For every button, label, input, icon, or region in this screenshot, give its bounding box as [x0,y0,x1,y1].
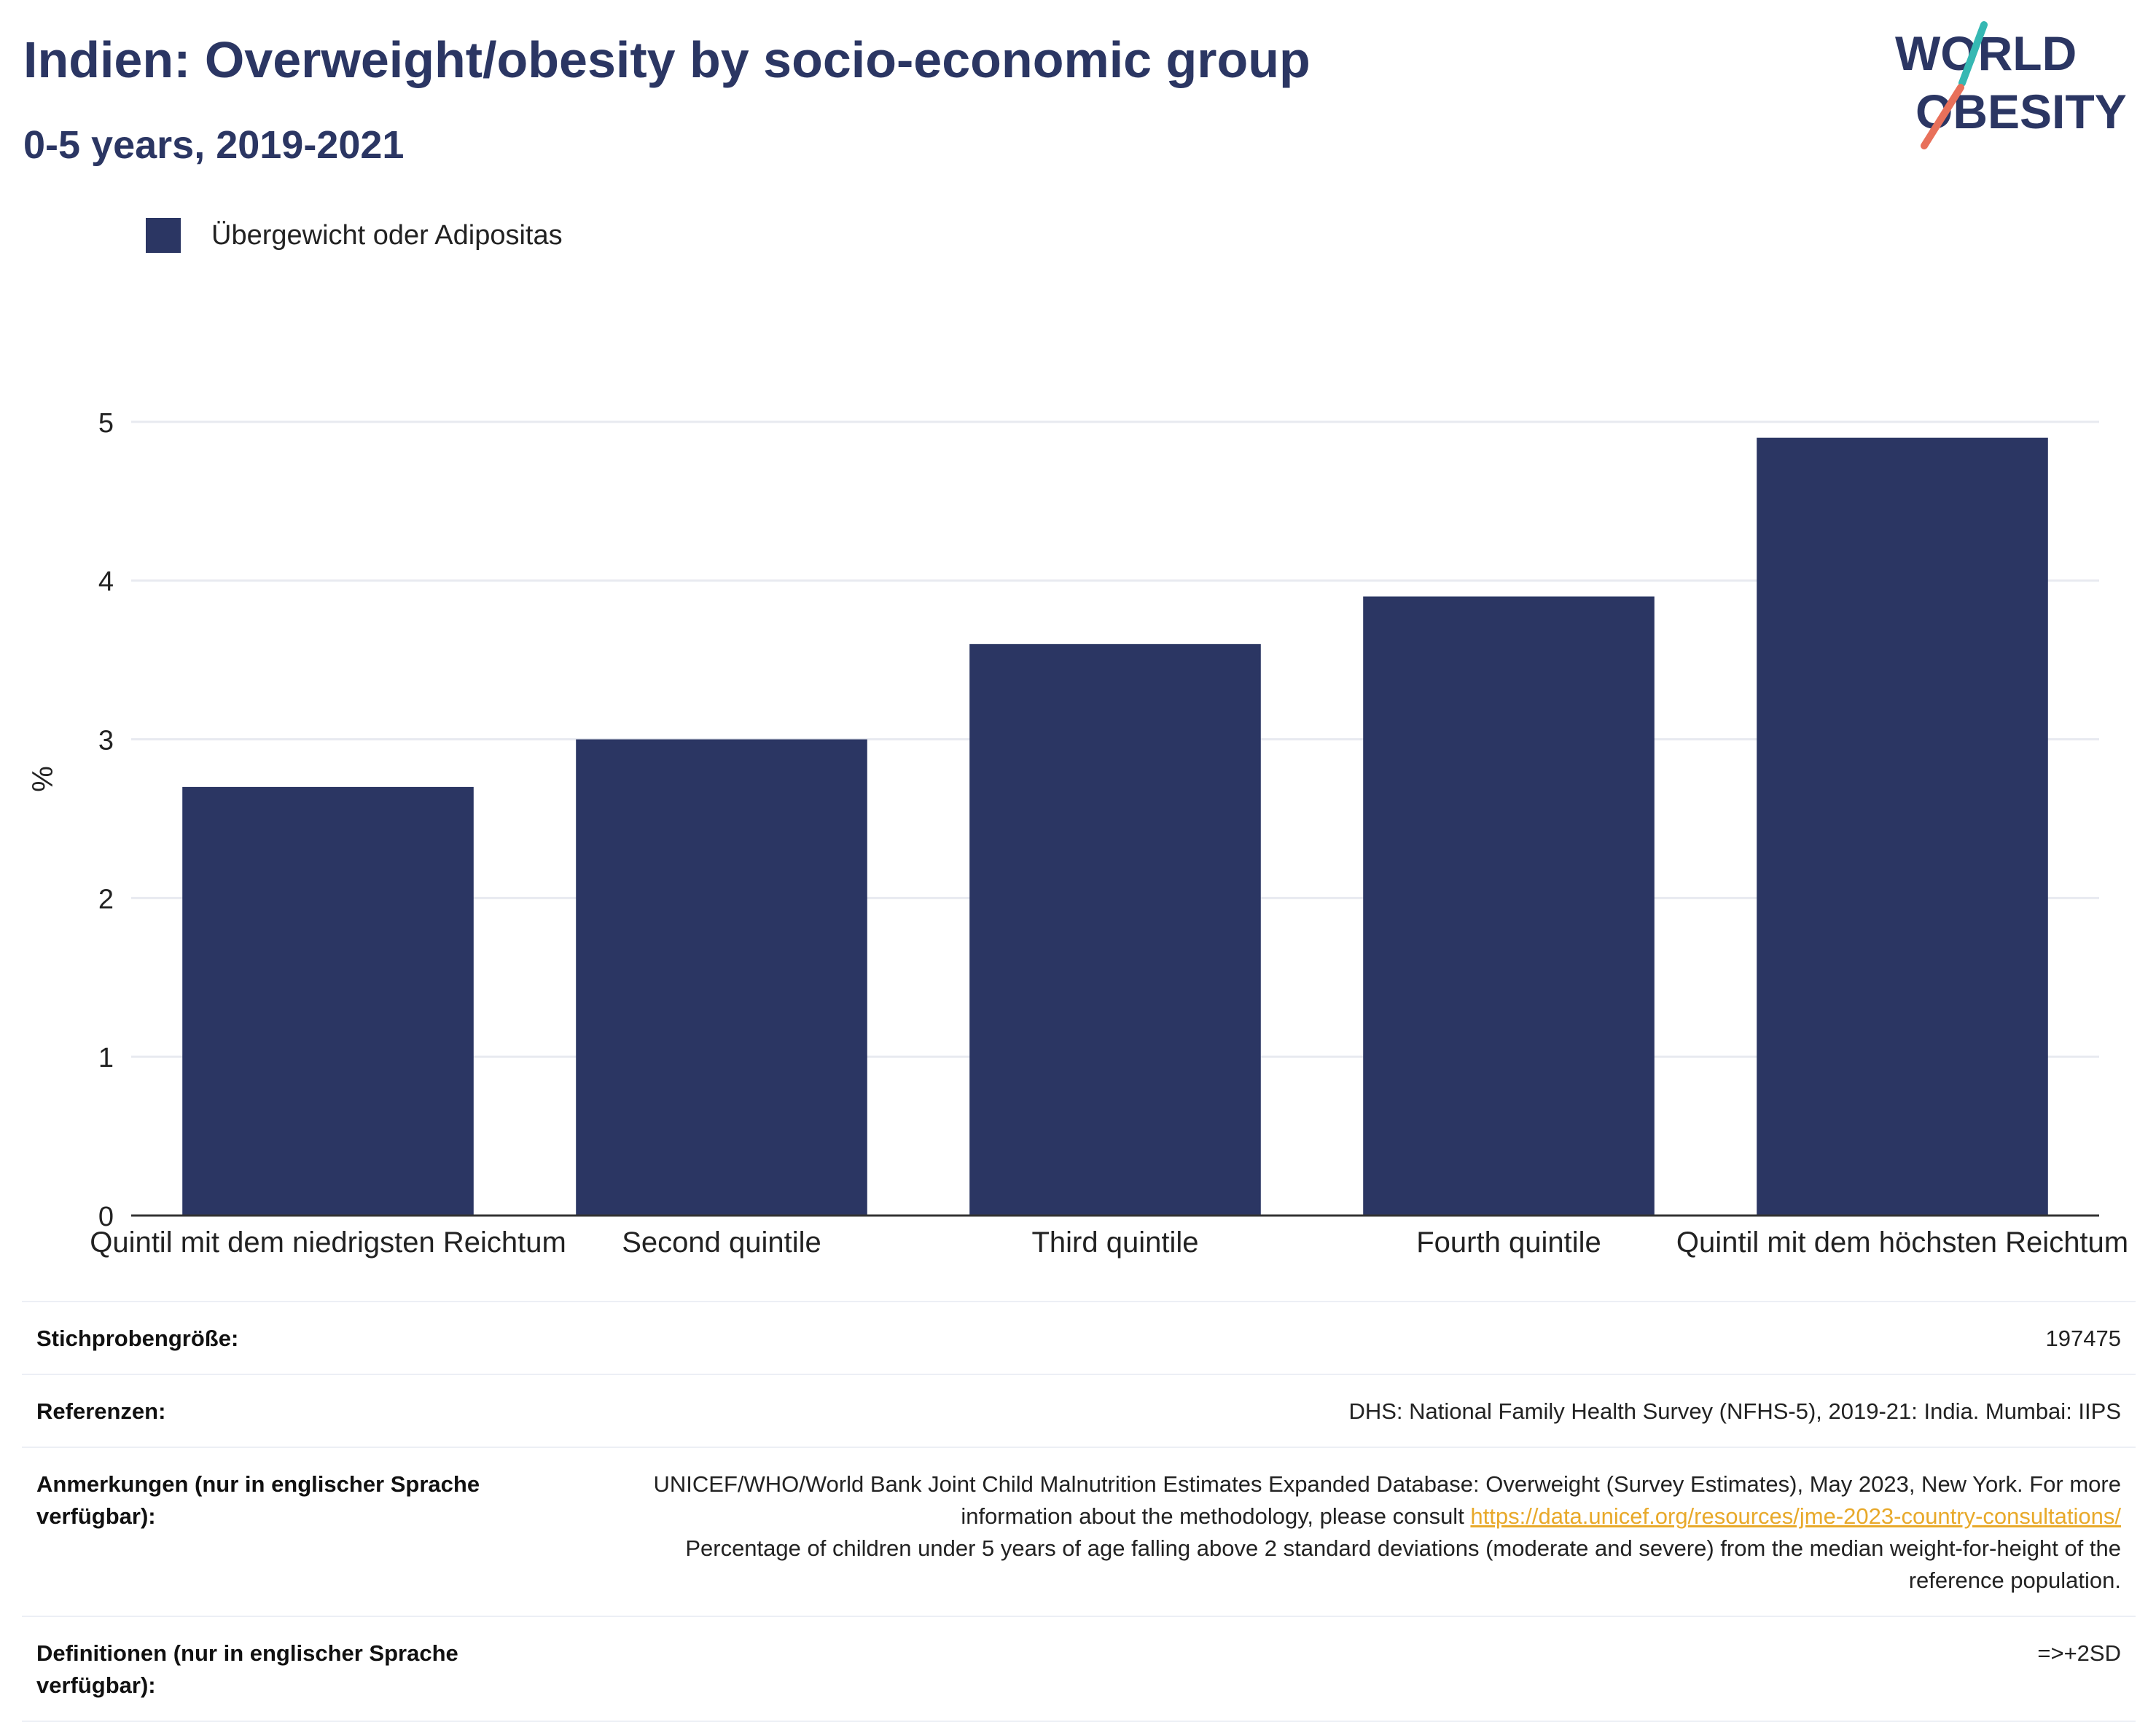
chart-title: Indien: Overweight/obesity by socio-econ… [23,31,1311,88]
definitions-label: Definitionen (nur in englischer Sprache … [36,1640,458,1699]
legend-swatch [146,218,181,253]
legend: Übergewicht oder Adipositas [146,217,563,254]
legend-label: Übergewicht oder Adipositas [211,219,563,251]
y-tick-label: 5 [98,408,114,439]
bar [1757,437,2048,1216]
x-tick-label: Quintil mit dem niedrigsten Reichtum [90,1226,566,1259]
references-label: Referenzen: [36,1398,166,1425]
y-tick-label: 0 [98,1202,114,1232]
meta-row-notes: Anmerkungen (nur in englischer Sprache v… [22,1447,2136,1616]
notes-text-2: Percentage of children under 5 years of … [685,1535,2121,1594]
y-tick-label: 1 [98,1043,114,1073]
logo-slash-coral [1921,84,1964,149]
bar [182,786,474,1216]
sample-size-label: Stichprobengröße: [36,1326,239,1351]
logo-slash-teal [1958,21,1988,87]
metadata-table: Stichprobengröße: 197475 Referenzen: DHS… [22,1301,2136,1722]
sample-size-value: 197475 [2045,1326,2121,1351]
bar [1363,596,1655,1216]
bar-chart: 0 1 2 3 4 5 Quintil mit dem niedrigsten Reicht… [27,408,2128,1259]
notes-link[interactable]: https://data.unicef.org/resources/jme-20… [1470,1503,2121,1530]
x-tick-label: Fourth quintile [1416,1226,1601,1259]
world-obesity-logo: WORLD OBESITY [1895,21,2127,149]
references-value: DHS: National Family Health Survey (NFHS… [1348,1398,2121,1425]
y-tick-label: 2 [98,884,114,915]
notes-label: Anmerkungen (nur in englischer Sprache v… [36,1471,480,1530]
meta-row-sample-size: Stichprobengröße: 197475 [22,1301,2136,1374]
bar [576,739,867,1216]
chart-subtitle: 0-5 years, 2019-2021 [23,123,405,167]
meta-row-references: Referenzen: DHS: National Family Health … [22,1374,2136,1447]
x-tick-label: Quintil mit dem höchsten Reichtum [1676,1226,2128,1259]
definitions-value: =>+2SD [2037,1640,2121,1667]
y-tick-label: 3 [98,726,114,756]
logo-word-world: WORLD [1895,26,2077,80]
meta-row-definitions: Definitionen (nur in englischer Sprache … [22,1616,2136,1722]
bar [969,643,1261,1216]
logo-word-obesity: OBESITY [1915,85,2127,138]
notes-text: UNICEF/WHO/World Bank Joint Child Malnut… [653,1471,2121,1530]
y-axis-title: % [27,766,59,792]
y-tick-label: 4 [98,567,114,598]
x-tick-label: Second quintile [622,1226,821,1259]
notes-value: UNICEF/WHO/World Bank Joint Child Malnut… [590,1468,2121,1597]
x-tick-label: Third quintile [1031,1226,1198,1259]
